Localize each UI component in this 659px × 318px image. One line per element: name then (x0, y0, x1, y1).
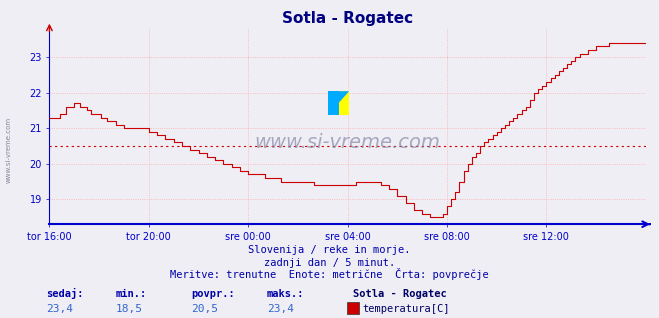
Text: sedaj:: sedaj: (46, 288, 84, 299)
Text: zadnji dan / 5 minut.: zadnji dan / 5 minut. (264, 258, 395, 267)
Text: www.si-vreme.com: www.si-vreme.com (254, 133, 441, 152)
Text: 23,4: 23,4 (46, 304, 73, 314)
Text: min.:: min.: (115, 289, 146, 299)
Text: 20,5: 20,5 (191, 304, 218, 314)
Text: Meritve: trenutne  Enote: metrične  Črta: povprečje: Meritve: trenutne Enote: metrične Črta: … (170, 268, 489, 280)
Title: Sotla - Rogatec: Sotla - Rogatec (282, 11, 413, 26)
Bar (339, 91, 349, 115)
Polygon shape (328, 91, 349, 115)
Bar (328, 91, 339, 115)
Text: Sotla - Rogatec: Sotla - Rogatec (353, 289, 446, 299)
Text: povpr.:: povpr.: (191, 289, 235, 299)
Text: Slovenija / reke in morje.: Slovenija / reke in morje. (248, 245, 411, 255)
Text: www.si-vreme.com: www.si-vreme.com (5, 116, 12, 183)
Text: 23,4: 23,4 (267, 304, 294, 314)
Text: temperatura[C]: temperatura[C] (362, 304, 450, 314)
Text: 18,5: 18,5 (115, 304, 142, 314)
Text: maks.:: maks.: (267, 289, 304, 299)
